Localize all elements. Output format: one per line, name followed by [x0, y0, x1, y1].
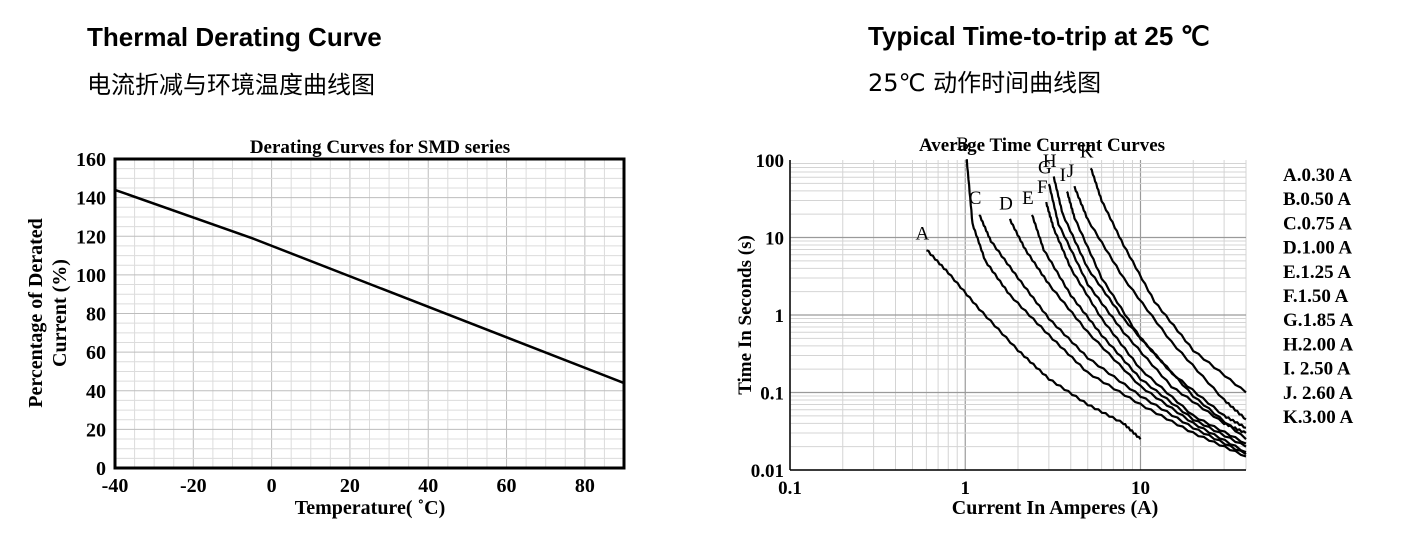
time-current-series [926, 159, 1247, 458]
time-current-x-ticks: 0.1 1 10 [778, 478, 1150, 499]
x-tick-label: 20 [340, 475, 360, 497]
x-tick-label: -20 [180, 475, 207, 497]
derating-grid [114, 158, 625, 469]
y-tick-label: 80 [86, 304, 106, 326]
y-tick-label: 1 [775, 306, 785, 327]
time-current-legend: A.0.30 A B.0.50 A C.0.75 A D.1.00 A E.1.25 A… [1283, 165, 1353, 428]
curve-label: F [1037, 177, 1048, 198]
y-tick-label: 100 [756, 151, 785, 172]
curve-label: G [1038, 157, 1052, 178]
curve-F [1045, 201, 1247, 445]
time-current-y-ticks: 100 10 1 0.1 0.01 [751, 151, 784, 482]
curve-label: B [956, 134, 969, 155]
x-tick-label: 60 [497, 475, 517, 497]
y-tick-label: 0.1 [760, 384, 784, 405]
derating-plot-frame [113, 157, 626, 470]
y-tick-label: 60 [86, 342, 106, 364]
x-tick-label: 40 [418, 475, 438, 497]
derating-x-ticks: -40 -20 0 20 40 60 80 [102, 475, 595, 497]
y-tick-label: 40 [86, 381, 106, 403]
curve-label: C [969, 188, 982, 209]
right-subheading: 25℃ 动作时间曲线图 [868, 69, 1102, 97]
curve-I [1065, 191, 1247, 440]
curve-label: H [1043, 151, 1057, 172]
curve-D [1008, 218, 1247, 454]
curve-B [965, 159, 1247, 458]
legend-item: E.1.25 A [1283, 262, 1351, 283]
derating-y-ticks: 0 20 40 60 80 100 120 140 160 [76, 149, 106, 480]
x-tick-label: 10 [1131, 478, 1150, 499]
x-tick-label: 80 [575, 475, 595, 497]
legend-item: F.1.50 A [1283, 286, 1349, 307]
x-tick-label: 0.1 [778, 478, 802, 499]
curve-E [1030, 214, 1247, 448]
legend-item: H.2.00 A [1283, 334, 1353, 355]
left-subheading: 电流折减与环境温度曲线图 [87, 71, 375, 99]
curve-label: A [916, 224, 930, 245]
y-tick-label: 0.01 [751, 461, 784, 482]
time-current-grid [789, 160, 1247, 471]
curve-label: J [1067, 161, 1074, 182]
curve-A [926, 249, 1142, 440]
legend-item: G.1.85 A [1283, 310, 1353, 331]
y-tick-label: 160 [76, 149, 106, 171]
curve-label: D [999, 194, 1013, 215]
y-tick-label: 140 [76, 188, 106, 210]
y-tick-label: 120 [76, 226, 106, 248]
x-tick-label: -40 [102, 475, 129, 497]
derating-line [114, 188, 625, 385]
derating-chart-title: Derating Curves for SMD series [250, 137, 510, 158]
time-current-chart-title: Average Time Current Curves [919, 135, 1165, 156]
y-tick-label: 10 [765, 229, 784, 250]
legend-item: A.0.30 A [1283, 165, 1352, 186]
curve-K [1089, 167, 1247, 394]
x-tick-label: 0 [267, 475, 277, 497]
legend-item: K.3.00 A [1283, 407, 1353, 428]
curve-H [1052, 176, 1247, 429]
derating-y-axis-label-group: Percentage of Derated Current (%) [25, 218, 71, 408]
derating-x-axis-label: Temperature( ˚C) [295, 497, 446, 519]
curve-J [1073, 185, 1247, 421]
derating-y-axis-label-line-2: Current (%) [49, 259, 71, 367]
legend-item: C.0.75 A [1283, 213, 1352, 234]
derating-y-axis-label-line-1: Percentage of Derated [25, 218, 47, 408]
curve-G [1047, 183, 1247, 434]
curve-C [978, 214, 1247, 456]
legend-item: D.1.00 A [1283, 238, 1352, 259]
y-tick-label: 100 [76, 265, 106, 287]
curve-label: I [1060, 165, 1066, 186]
x-tick-label: 1 [960, 478, 970, 499]
curve-label: E [1022, 188, 1034, 209]
derating-series [114, 188, 625, 385]
legend-item: I. 2.50 A [1283, 359, 1351, 380]
derating-chart: Derating Curves for SMD series 0 20 40 60 80… [25, 137, 626, 519]
curve-label: K [1080, 142, 1094, 163]
legend-item: J. 2.60 A [1283, 383, 1353, 404]
left-heading: Thermal Derating Curve [87, 22, 382, 52]
right-heading: Typical Time-to-trip at 25 ℃ [868, 21, 1210, 51]
legend-item: B.0.50 A [1283, 189, 1351, 210]
y-tick-label: 20 [86, 419, 106, 441]
time-current-y-axis-label: Time In Seconds (s) [735, 235, 756, 395]
y-tick-label: 0 [96, 458, 106, 480]
time-current-x-axis-label: Current In Amperes (A) [952, 497, 1158, 519]
